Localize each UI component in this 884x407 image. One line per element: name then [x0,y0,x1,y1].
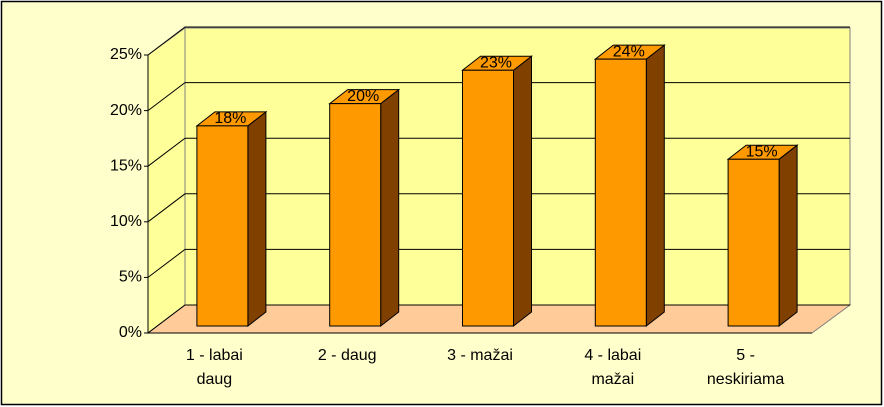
value-label: 15% [746,143,778,160]
grid-line [147,26,850,56]
bar-side [380,88,400,328]
bar [593,44,666,328]
bar [195,110,268,328]
value-label: 24% [613,43,645,60]
bar-side [778,144,798,328]
bar-front [594,58,647,327]
bar [461,55,533,328]
value-label: 18% [214,110,246,127]
y-tick-label: 0% [119,324,142,341]
bar-front [329,103,382,327]
bar [726,144,799,328]
y-tick-label: 5% [119,269,142,286]
bar-front [727,158,780,327]
x-tick-label: 1 - labai daug [185,347,243,388]
bar [328,88,401,328]
x-tick-label: 4 - labai mažai [584,347,642,388]
bar-side [513,55,532,328]
bar-side [645,44,665,328]
bar-side [247,110,267,328]
side-wall [147,27,186,335]
y-tick-label: 10% [110,213,142,230]
x-tick-label: 3 - mažai [447,347,513,364]
value-label: 20% [347,88,379,105]
x-tick-label: 5 - neskiriama [706,347,785,388]
y-tick-label: 15% [110,157,142,174]
bar-front [462,69,514,327]
value-label: 23% [480,54,512,71]
x-tick-label: 2 - daug [317,347,377,364]
y-tick-label: 25% [110,46,142,63]
y-tick-label: 20% [110,102,142,119]
bar-front [196,125,249,327]
